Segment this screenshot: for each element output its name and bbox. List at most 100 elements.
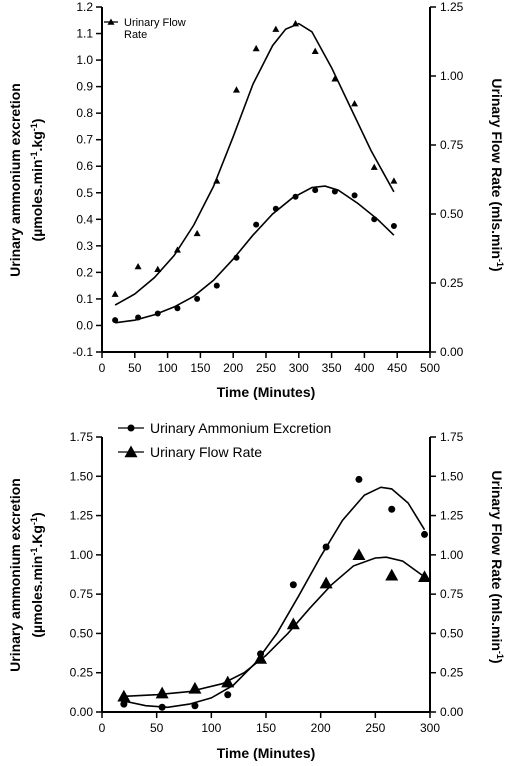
y-axis-units-part: ): [29, 119, 45, 124]
y-axis-units-part: -1: [29, 517, 39, 525]
triangle-data-point: [351, 100, 359, 107]
y-axis-units: (µmoles.min-1.kg-1): [29, 119, 45, 242]
y2-axis-label-part: Urinary Flow Rate (mls.min: [489, 78, 505, 258]
fit-curve: [123, 556, 425, 698]
y-tick-label: 1.75: [70, 430, 94, 444]
y-tick-label: -0.1: [72, 345, 93, 359]
fit-curve: [114, 22, 395, 306]
y-tick-label: 1.1: [76, 27, 93, 41]
x-tick-label: 500: [420, 361, 440, 375]
x-tick-label: 300: [420, 721, 440, 735]
y-axis-units-part: (µmoles.min: [29, 159, 45, 241]
x-tick-label: 250: [256, 361, 276, 375]
circle-data-point: [390, 222, 397, 229]
triangle-data-point: [272, 25, 280, 32]
top-panel: -0.1 0.0 0.1 0.2 0.3 0.4 0.5 0.6 0.7 0.8 0.9 1.0 1.1…: [7, 0, 505, 400]
x-tick-label: 100: [158, 361, 178, 375]
triangle-data-point: [154, 265, 162, 272]
y2-tick-label: 1.25: [440, 0, 464, 14]
legend-label: Urinary Flow: [124, 17, 186, 29]
triangle-data-point: [173, 246, 181, 253]
y2-tick-label: 0.50: [440, 626, 464, 640]
y-tick-label: 0.50: [70, 626, 94, 640]
x-tick-label: 100: [201, 721, 221, 735]
y-axis-units-part: .kg: [29, 131, 45, 151]
y2-tick-label: 1.25: [440, 509, 464, 523]
triangle-data-point: [252, 44, 260, 52]
y2-tick-label: 1.00: [440, 548, 464, 562]
y-tick-label: 0.9: [76, 80, 93, 94]
legend-marker: [124, 445, 138, 458]
circle-data-point: [312, 187, 319, 194]
fit-curve: [114, 185, 395, 324]
triangle-data-point: [319, 576, 333, 589]
y-tick-label: 0.6: [76, 159, 93, 173]
y2-tick-label: 1.00: [440, 69, 464, 83]
y-axis-units: (µmoles.min-1.Kg-1): [29, 512, 45, 637]
y2-tick-label: 0.25: [440, 276, 464, 290]
y-tick-label: 0.4: [76, 212, 93, 226]
circle-data-point: [112, 317, 119, 324]
y-tick-label: 0.25: [70, 666, 94, 680]
circle-data-point: [322, 543, 330, 551]
circle-data-point: [355, 475, 363, 483]
circle-data-point: [194, 295, 201, 302]
triangle-data-point: [188, 681, 202, 694]
circle-data-point: [158, 703, 166, 711]
triangle-data-point: [292, 20, 300, 27]
y2-tick-label: 0.00: [440, 705, 464, 719]
y-tick-label: 1.00: [70, 548, 94, 562]
x-tick-label: 350: [322, 361, 342, 375]
x-axis-label: Time (Minutes): [217, 384, 316, 400]
triangle-data-point: [221, 675, 235, 688]
y2-axis-label-part: -1: [495, 651, 505, 659]
y2-axis-label-part: -1: [495, 259, 505, 267]
y-tick-label: 1.0: [76, 53, 93, 67]
y-axis-units-part: -1: [29, 123, 39, 131]
y-axis-units-part: .Kg: [29, 525, 45, 548]
legend-label: Urinary Ammonium Excretion: [150, 420, 331, 436]
triangle-data-point: [385, 568, 399, 581]
x-tick-label: 250: [365, 721, 385, 735]
y-tick-label: 0.2: [76, 265, 93, 279]
y-axis-units-part: -1: [29, 151, 39, 159]
y2-axis-label-part: Urinary Flow Rate (mls.min: [489, 470, 505, 650]
legend-label: Urinary Flow Rate: [150, 444, 262, 460]
triangle-data-point: [134, 262, 142, 270]
y-tick-label: 1.25: [70, 509, 94, 523]
x-tick-label: 450: [387, 361, 407, 375]
circle-data-point: [289, 581, 297, 589]
x-tick-label: 0: [99, 721, 106, 735]
x-tick-label: 0: [99, 361, 106, 375]
triangle-data-point: [111, 290, 119, 297]
triangle-data-point: [390, 177, 398, 184]
circle-data-point: [154, 310, 161, 317]
circle-data-point: [371, 216, 378, 223]
y2-axis-label: Urinary Flow Rate (mls.min-1): [489, 470, 505, 663]
circle-data-point: [331, 188, 338, 195]
y-tick-label: 0.75: [70, 587, 94, 601]
y-tick-label: 0.3: [76, 239, 93, 253]
triangle-data-point: [331, 75, 339, 82]
circle-data-point: [120, 700, 128, 708]
triangle-data-point: [370, 163, 378, 170]
y-tick-label: 0.0: [76, 318, 93, 332]
bottom-panel: 0.00 0.25 0.50 0.75 1.00 1.25 1.50 1.75 0.00 0.25…: [7, 420, 505, 761]
circle-data-point: [233, 254, 240, 261]
triangle-data-point: [311, 47, 319, 54]
circle-data-point: [292, 193, 299, 200]
y-axis-units-part: -1: [29, 548, 39, 556]
circle-data-point: [351, 192, 358, 199]
y-tick-label: 0.00: [70, 705, 94, 719]
y2-tick-label: 0.75: [440, 138, 464, 152]
triangle-data-point: [117, 689, 131, 702]
y-tick-label: 0.5: [76, 186, 93, 200]
y2-tick-label: 1.75: [440, 430, 464, 444]
triangle-data-point: [418, 570, 432, 583]
y2-axis-label-part: ): [489, 267, 505, 272]
triangle-data-point: [254, 652, 268, 664]
circle-data-point: [253, 221, 260, 228]
y-axis-units-part: ): [29, 512, 45, 517]
circle-data-point: [421, 530, 429, 538]
